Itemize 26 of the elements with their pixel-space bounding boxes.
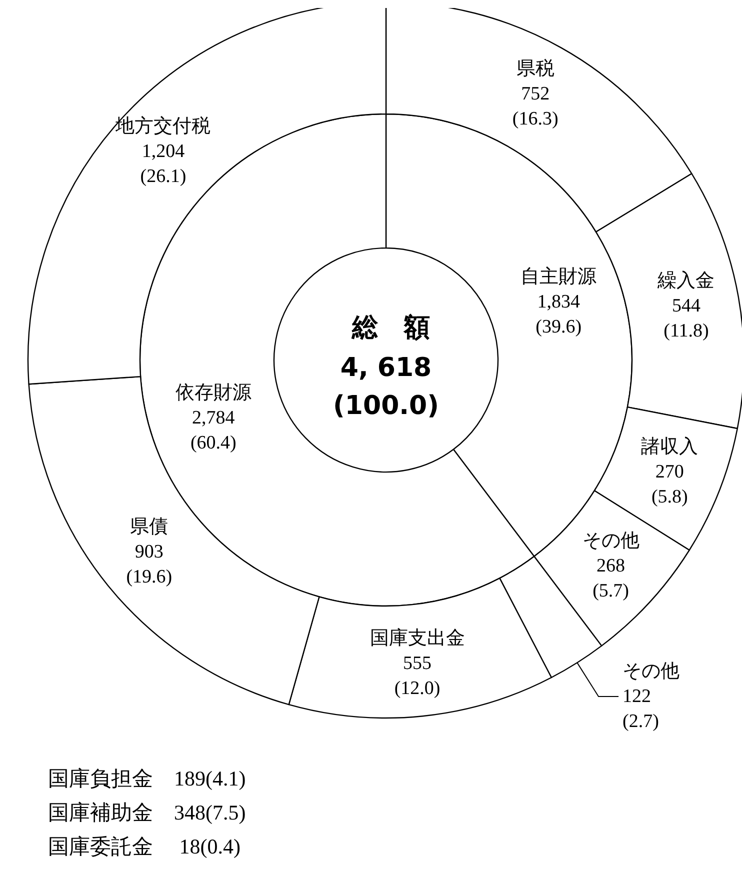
- slice-label: その他: [622, 661, 680, 682]
- slice-label: 依存財源: [175, 382, 252, 404]
- text: (100.0): [332, 391, 440, 421]
- slice-label: 県税: [516, 58, 554, 80]
- data-label: 544 (11.8): [664, 296, 709, 342]
- data-label: 122 (2.7): [622, 686, 659, 732]
- data-label: 752 (16.3): [512, 84, 558, 130]
- data-label: 1,834 (39.6): [536, 292, 582, 338]
- data-label: 555 (12.0): [394, 652, 440, 699]
- data-label: 903 (19.6): [126, 542, 172, 588]
- data-label: 1,204 (26.1): [140, 141, 186, 188]
- slice-label: 繰入金: [656, 270, 715, 292]
- text: 総 額: [351, 313, 430, 343]
- text: 国庫補助金 348(7.5): [48, 800, 246, 824]
- slice-label: 地方交付税: [114, 115, 211, 138]
- data-label: 268 (5.7): [592, 556, 629, 602]
- text: 4, 618: [340, 353, 432, 383]
- text: 国庫負担金 189(4.1): [48, 766, 246, 790]
- slice-label: その他: [582, 530, 640, 552]
- data-label: 270 (5.8): [651, 462, 688, 508]
- data-label: 2,784 (60.4): [190, 407, 236, 454]
- slice-label: 自主財源: [520, 266, 597, 288]
- slice-label: 県債: [130, 516, 168, 538]
- slice-label: 国庫支出金: [370, 626, 465, 649]
- text: 国庫委託金 18(0.4): [48, 834, 240, 858]
- slice-label: 諸収入: [641, 436, 698, 458]
